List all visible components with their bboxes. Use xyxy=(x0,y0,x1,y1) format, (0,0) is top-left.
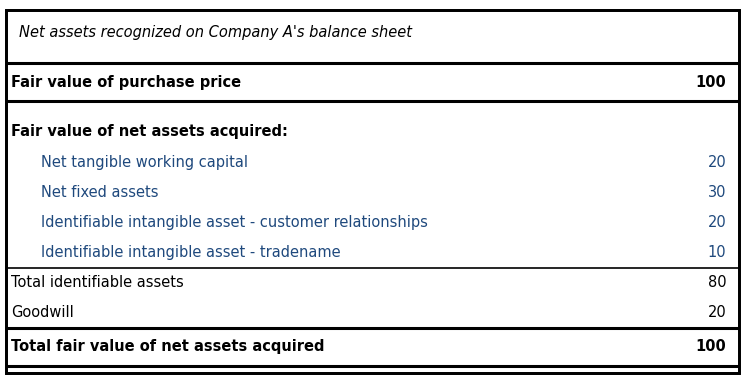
Text: Fair value of net assets acquired:: Fair value of net assets acquired: xyxy=(11,124,288,139)
Text: 20: 20 xyxy=(708,215,726,230)
Text: Total identifiable assets: Total identifiable assets xyxy=(11,275,184,290)
Text: 10: 10 xyxy=(708,245,726,260)
Text: Goodwill: Goodwill xyxy=(11,306,74,321)
Text: Net assets recognized on Company A's balance sheet: Net assets recognized on Company A's bal… xyxy=(19,25,412,40)
Text: Identifiable intangible asset - tradename: Identifiable intangible asset - tradenam… xyxy=(41,245,340,260)
Text: 100: 100 xyxy=(696,75,726,90)
Text: Identifiable intangible asset - customer relationships: Identifiable intangible asset - customer… xyxy=(41,215,428,230)
Text: 80: 80 xyxy=(708,275,726,290)
Text: 20: 20 xyxy=(708,306,726,321)
Text: 100: 100 xyxy=(696,339,726,354)
Text: Fair value of purchase price: Fair value of purchase price xyxy=(11,75,241,90)
Text: 30: 30 xyxy=(708,185,726,200)
Text: Total fair value of net assets acquired: Total fair value of net assets acquired xyxy=(11,339,325,354)
Text: 20: 20 xyxy=(708,155,726,170)
Text: Net fixed assets: Net fixed assets xyxy=(41,185,159,200)
Text: Net tangible working capital: Net tangible working capital xyxy=(41,155,248,170)
